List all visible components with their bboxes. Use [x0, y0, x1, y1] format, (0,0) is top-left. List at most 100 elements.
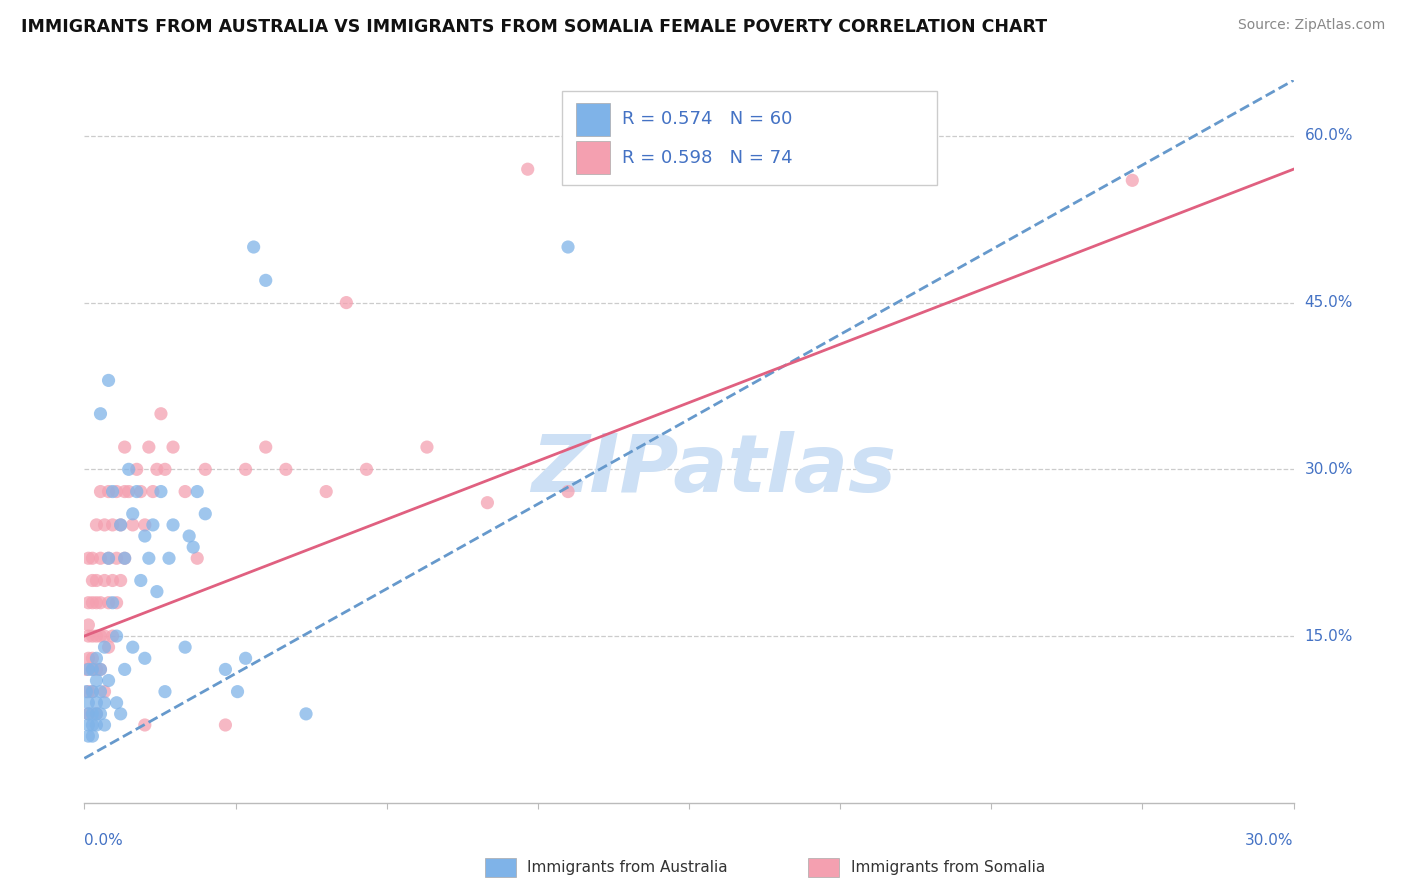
Point [110, 574, 132, 588]
Point [134, 529, 156, 543]
Point [97, 484, 120, 499]
Point [75, 662, 97, 676]
Point [157, 551, 180, 566]
Point [93, 696, 115, 710]
Point [86, 718, 108, 732]
Text: Source: ZipAtlas.com: Source: ZipAtlas.com [1237, 18, 1385, 32]
FancyBboxPatch shape [485, 858, 516, 878]
Point [89, 629, 111, 643]
Point [194, 507, 217, 521]
Point [97, 551, 120, 566]
Point [86, 696, 108, 710]
Point [129, 484, 152, 499]
Point [86, 706, 108, 721]
Point [77, 706, 100, 721]
Point [153, 462, 176, 476]
Text: Immigrants from Somalia: Immigrants from Somalia [851, 860, 1045, 875]
Point [93, 629, 115, 643]
Point [101, 484, 124, 499]
Point [254, 440, 277, 454]
Point [105, 484, 128, 499]
Point [214, 718, 236, 732]
Point [82, 684, 104, 698]
Point [118, 462, 141, 476]
Point [114, 551, 136, 566]
Point [179, 529, 201, 543]
Point [82, 729, 104, 743]
Point [162, 440, 184, 454]
Point [235, 462, 257, 476]
Point [89, 484, 111, 499]
Point [77, 662, 100, 676]
Point [86, 662, 108, 676]
Point [153, 684, 176, 698]
Point [82, 706, 104, 721]
Point [89, 551, 111, 566]
Text: 30.0%: 30.0% [1305, 462, 1353, 477]
Text: R = 0.574   N = 60: R = 0.574 N = 60 [623, 111, 793, 128]
Point [134, 718, 156, 732]
Point [799, 162, 821, 177]
Point [93, 574, 115, 588]
Text: ZIPatlas: ZIPatlas [530, 432, 896, 509]
Point [174, 640, 197, 655]
Text: 30.0%: 30.0% [1246, 833, 1294, 848]
Point [138, 551, 160, 566]
Point [77, 729, 100, 743]
Point [86, 574, 108, 588]
Point [101, 517, 124, 532]
Point [678, 151, 700, 165]
Point [110, 706, 132, 721]
Point [82, 662, 104, 676]
Point [295, 706, 318, 721]
Point [77, 629, 100, 643]
Point [146, 462, 169, 476]
Point [146, 584, 169, 599]
Point [149, 407, 172, 421]
Point [82, 629, 104, 643]
Point [86, 706, 108, 721]
Point [416, 440, 439, 454]
Point [516, 162, 538, 177]
Point [557, 484, 579, 499]
Point [82, 684, 104, 698]
Point [105, 696, 128, 710]
Point [110, 517, 132, 532]
Point [356, 462, 378, 476]
Point [77, 696, 100, 710]
Point [101, 574, 124, 588]
FancyBboxPatch shape [562, 91, 936, 185]
Point [86, 673, 108, 688]
Point [315, 484, 337, 499]
Point [235, 651, 257, 665]
Point [114, 662, 136, 676]
Point [129, 574, 152, 588]
Point [142, 484, 165, 499]
Point [114, 440, 136, 454]
Text: 0.0%: 0.0% [84, 833, 124, 848]
Point [149, 484, 172, 499]
Point [114, 484, 136, 499]
Point [181, 540, 204, 554]
Point [77, 718, 100, 732]
Point [186, 484, 208, 499]
FancyBboxPatch shape [576, 103, 610, 136]
Point [118, 484, 141, 499]
Point [101, 596, 124, 610]
Point [77, 596, 100, 610]
Point [214, 662, 236, 676]
Point [89, 596, 111, 610]
Point [134, 517, 156, 532]
Point [121, 640, 143, 655]
Point [557, 240, 579, 254]
Point [97, 551, 120, 566]
Point [125, 484, 148, 499]
Point [97, 673, 120, 688]
Point [110, 517, 132, 532]
Point [93, 718, 115, 732]
Point [89, 407, 111, 421]
Point [121, 507, 143, 521]
Point [97, 596, 120, 610]
Point [194, 462, 217, 476]
Point [97, 373, 120, 387]
